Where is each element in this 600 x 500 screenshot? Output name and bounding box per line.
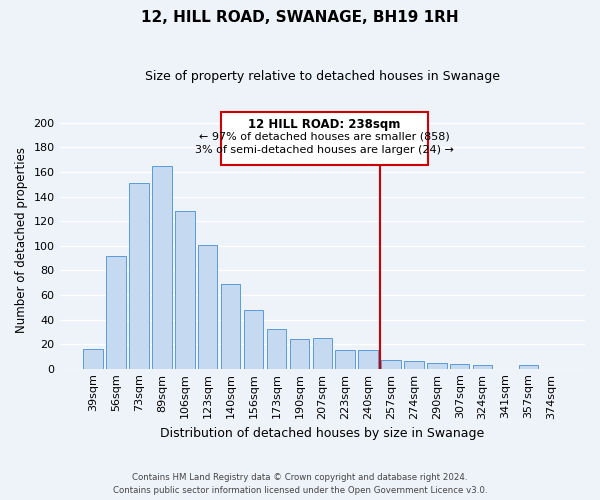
X-axis label: Distribution of detached houses by size in Swanage: Distribution of detached houses by size …: [160, 427, 484, 440]
Bar: [129, 183, 149, 368]
Text: 12 HILL ROAD: 238sqm: 12 HILL ROAD: 238sqm: [248, 118, 401, 131]
Bar: [473, 365, 493, 368]
FancyBboxPatch shape: [221, 112, 428, 164]
Bar: [404, 362, 424, 368]
Bar: [335, 350, 355, 368]
Bar: [450, 364, 469, 368]
Bar: [198, 244, 217, 368]
Bar: [381, 360, 401, 368]
Bar: [519, 365, 538, 368]
Bar: [290, 339, 309, 368]
Text: 3% of semi-detached houses are larger (24) →: 3% of semi-detached houses are larger (2…: [195, 145, 454, 155]
Bar: [427, 362, 446, 368]
Bar: [83, 349, 103, 368]
Bar: [267, 330, 286, 368]
Bar: [106, 256, 126, 368]
Y-axis label: Number of detached properties: Number of detached properties: [15, 146, 28, 332]
Text: 12, HILL ROAD, SWANAGE, BH19 1RH: 12, HILL ROAD, SWANAGE, BH19 1RH: [141, 10, 459, 25]
Text: ← 97% of detached houses are smaller (858): ← 97% of detached houses are smaller (85…: [199, 132, 450, 141]
Bar: [221, 284, 241, 368]
Bar: [175, 212, 194, 368]
Title: Size of property relative to detached houses in Swanage: Size of property relative to detached ho…: [145, 70, 500, 83]
Bar: [313, 338, 332, 368]
Text: Contains HM Land Registry data © Crown copyright and database right 2024.
Contai: Contains HM Land Registry data © Crown c…: [113, 474, 487, 495]
Bar: [244, 310, 263, 368]
Bar: [152, 166, 172, 368]
Bar: [358, 350, 378, 368]
